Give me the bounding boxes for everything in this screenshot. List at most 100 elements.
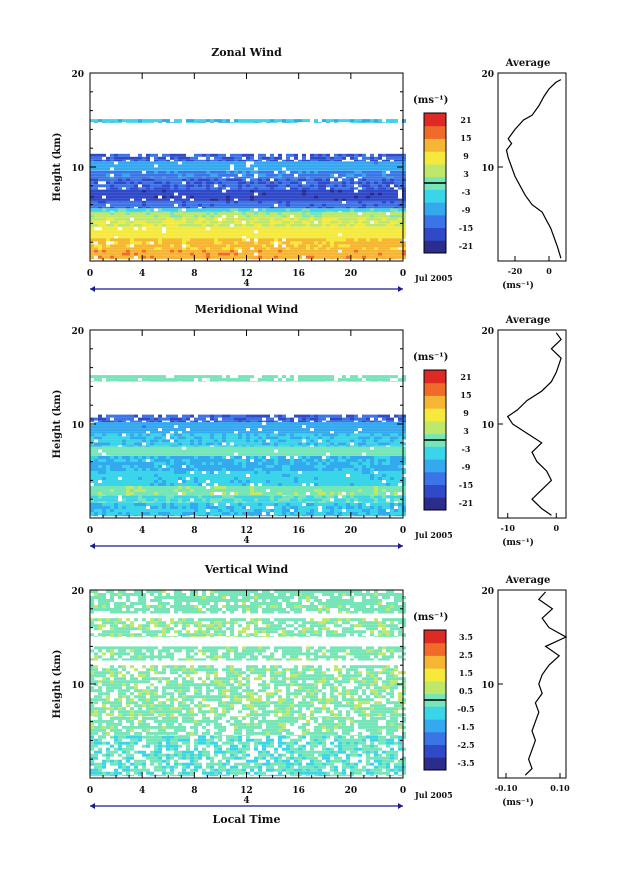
heatmap-cell bbox=[202, 203, 206, 207]
heatmap-cell bbox=[174, 164, 178, 168]
heatmap-cell bbox=[270, 247, 274, 250]
heatmap-cell bbox=[146, 217, 150, 221]
heatmap-cell bbox=[146, 501, 150, 503]
heatmap-cell bbox=[226, 200, 230, 204]
heatmap-cell bbox=[310, 501, 314, 503]
heatmap-cell bbox=[158, 247, 162, 250]
heatmap-cell bbox=[378, 244, 382, 248]
heatmap-cell bbox=[286, 215, 290, 218]
heatmap-cell bbox=[158, 233, 162, 237]
heatmap-cell bbox=[350, 161, 354, 165]
heatmap-cell bbox=[226, 477, 230, 480]
heatmap-cell bbox=[242, 159, 246, 162]
heatmap-cell bbox=[130, 176, 134, 179]
heatmap-cell bbox=[110, 501, 114, 503]
heatmap-cell bbox=[138, 249, 142, 253]
heatmap-cell bbox=[90, 462, 94, 465]
heatmap-cell bbox=[278, 189, 282, 193]
heatmap-cell bbox=[302, 230, 306, 234]
heatmap-cell bbox=[134, 503, 138, 506]
heatmap-cell bbox=[142, 200, 146, 204]
heatmap-cell bbox=[178, 198, 182, 201]
heatmap-cell bbox=[226, 156, 230, 160]
heatmap-cell bbox=[262, 208, 266, 212]
heatmap-cell bbox=[90, 480, 94, 483]
colorbar-tick-label: -15 bbox=[459, 223, 473, 233]
heatmap-cell bbox=[234, 503, 238, 506]
heatmap-cell bbox=[366, 462, 370, 465]
heatmap-cell bbox=[170, 208, 174, 212]
heatmap-cell bbox=[354, 212, 358, 216]
heatmap-cell bbox=[262, 153, 266, 157]
heatmap-cell bbox=[98, 184, 102, 188]
heatmap-cell bbox=[286, 515, 290, 517]
heatmap-cell bbox=[158, 170, 162, 174]
heatmap-cell bbox=[278, 503, 282, 506]
heatmap-cell bbox=[314, 515, 318, 517]
heatmap-cell bbox=[210, 241, 214, 245]
heatmap-cell bbox=[310, 181, 314, 185]
heatmap-cell bbox=[302, 236, 306, 239]
heatmap-cell bbox=[170, 465, 174, 468]
heatmap-cell bbox=[122, 198, 126, 201]
heatmap-cell bbox=[310, 195, 314, 199]
heatmap-cell bbox=[194, 187, 198, 190]
heatmap-cell bbox=[242, 492, 246, 495]
heatmap-cell bbox=[234, 495, 238, 499]
heatmap-cell bbox=[190, 187, 194, 190]
heatmap-cell bbox=[118, 189, 122, 193]
heatmap-cell bbox=[294, 486, 298, 489]
heatmap-cell bbox=[90, 215, 94, 218]
heatmap-cell bbox=[126, 241, 130, 245]
heatmap-cell bbox=[102, 159, 106, 162]
heatmap-cell bbox=[334, 212, 338, 216]
heatmap-cell bbox=[350, 241, 354, 245]
heatmap-cell bbox=[162, 198, 166, 201]
heatmap-cell bbox=[282, 241, 286, 245]
heatmap-cell bbox=[210, 223, 214, 227]
heatmap-cell bbox=[310, 227, 314, 231]
heatmap-cell bbox=[386, 189, 390, 193]
heatmap-cell bbox=[386, 241, 390, 245]
heatmap-cell bbox=[250, 211, 254, 213]
heatmap-cell bbox=[362, 255, 366, 259]
heatmap-cell bbox=[178, 208, 182, 212]
heatmap-cell bbox=[394, 249, 398, 253]
heatmap-cell bbox=[186, 495, 190, 499]
heatmap-cell bbox=[126, 203, 130, 207]
heatmap-cell bbox=[390, 161, 394, 165]
heatmap-cell bbox=[398, 244, 402, 248]
heatmap-cell bbox=[314, 244, 318, 248]
heatmap-cell bbox=[262, 192, 266, 196]
heatmap-cell bbox=[282, 208, 286, 212]
heatmap-cell bbox=[262, 178, 266, 182]
avg-x-tick-label: -20 bbox=[508, 266, 523, 276]
heatmap-cell bbox=[98, 195, 102, 199]
heatmap-cell bbox=[118, 471, 122, 474]
heatmap-cell bbox=[390, 212, 394, 216]
heatmap-cell bbox=[398, 153, 402, 157]
heatmap-cell bbox=[106, 198, 110, 201]
heatmap-cell bbox=[234, 480, 238, 483]
heatmap-cell bbox=[354, 203, 358, 207]
heatmap-cell bbox=[246, 192, 250, 196]
heatmap-cell bbox=[378, 153, 382, 157]
heatmap-cell bbox=[270, 156, 274, 160]
heatmap-cell bbox=[174, 486, 178, 489]
heatmap-cell bbox=[202, 459, 206, 462]
heatmap-cell bbox=[290, 501, 294, 503]
heatmap-cell bbox=[334, 189, 338, 193]
heatmap-cell bbox=[202, 198, 206, 201]
heatmap-cell bbox=[146, 483, 150, 486]
heatmap-cell bbox=[154, 153, 158, 157]
heatmap-cell bbox=[306, 159, 310, 162]
heatmap-cell bbox=[166, 501, 170, 503]
heatmap-cell bbox=[386, 198, 390, 201]
heatmap-cell bbox=[382, 227, 386, 231]
heatmap-cell bbox=[302, 159, 306, 162]
heatmap-cell bbox=[274, 509, 278, 512]
heatmap-cell bbox=[306, 184, 310, 188]
heatmap-cell bbox=[194, 122, 198, 123]
heatmap-cell bbox=[270, 167, 274, 171]
heatmap-cell bbox=[150, 173, 154, 177]
